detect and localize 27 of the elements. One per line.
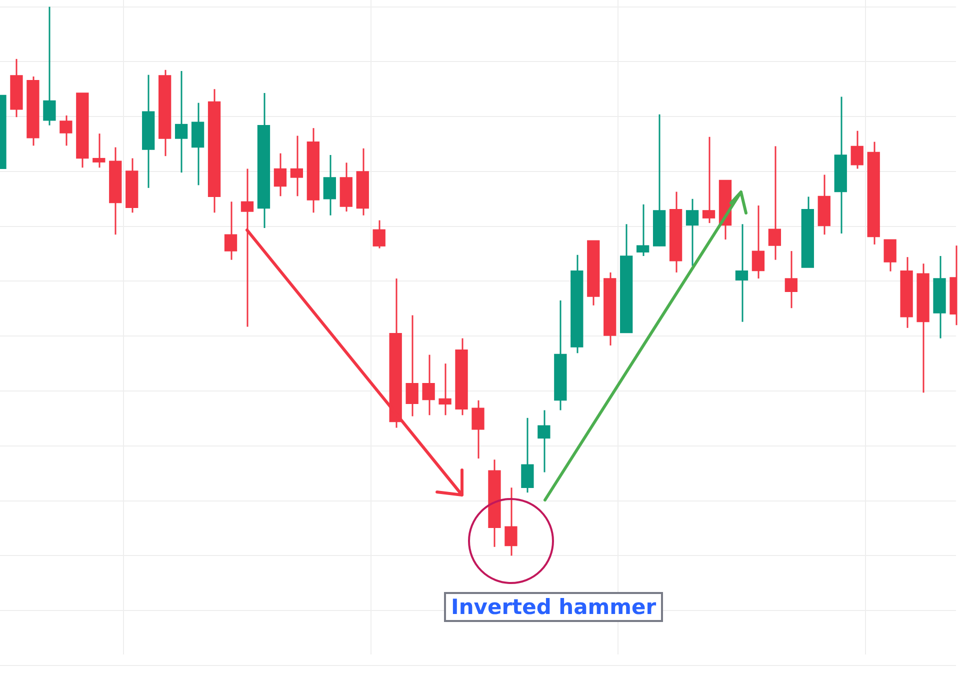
candlestick	[686, 198, 699, 267]
candlestick	[224, 200, 238, 261]
candlestick	[521, 417, 534, 494]
candlestick	[784, 250, 798, 309]
candlestick	[406, 314, 418, 418]
candlestick	[472, 400, 484, 460]
candlestick	[735, 223, 748, 323]
candlestick	[240, 168, 254, 328]
candlestick	[60, 114, 72, 146]
text: Inverted hammer	[444, 592, 664, 622]
candlestick	[174, 70, 188, 174]
candlestick	[702, 136, 716, 224]
candlestick	[438, 362, 452, 416]
candlestick	[274, 152, 287, 197]
candlestick	[884, 238, 896, 272]
candlestick	[850, 130, 864, 170]
candlestick	[92, 132, 106, 168]
candlestick	[372, 220, 386, 250]
candlestick	[290, 135, 304, 197]
candlestick	[504, 486, 518, 556]
candlestick	[636, 204, 650, 257]
candlestick	[752, 204, 765, 280]
candlestick	[538, 409, 550, 473]
candlestick	[768, 145, 782, 261]
candlestick	[43, 6, 56, 126]
candlestick	[422, 354, 435, 416]
candlestick	[323, 154, 336, 216]
